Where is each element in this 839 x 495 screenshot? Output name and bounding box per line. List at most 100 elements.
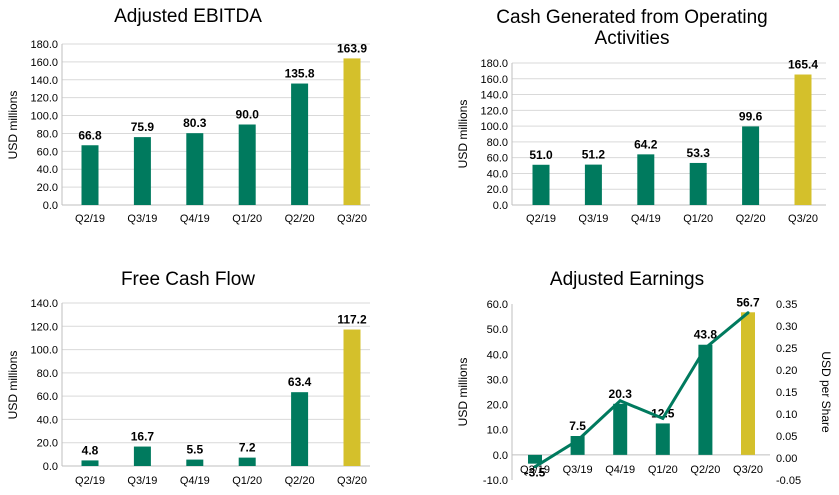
bar-Q3-19: [133, 137, 151, 205]
data-label: 53.3: [687, 146, 711, 160]
y-tick-label: 40.0: [487, 168, 508, 180]
y-tick-label: 100.0: [30, 111, 58, 123]
data-label: 99.6: [739, 109, 763, 123]
y-tick-label: 120.0: [30, 93, 58, 105]
bar-Q4-19: [186, 459, 204, 466]
eps-point: [661, 416, 665, 420]
bar-Q1-20: [655, 423, 670, 455]
bar-Q2-20: [742, 126, 760, 205]
data-label: 56.7: [736, 295, 760, 309]
bar-Q2-19: [532, 164, 550, 205]
bar-Q2-20: [291, 392, 309, 466]
y-tick-label: 140.0: [480, 90, 508, 102]
y-tick-label: 60.0: [37, 391, 58, 403]
data-label: 51.0: [529, 148, 553, 162]
data-label: 90.0: [236, 108, 260, 122]
x-tick-label: Q2/20: [285, 475, 315, 487]
y-tick-label: 40.0: [37, 164, 58, 176]
bar-Q3-20: [741, 312, 755, 455]
eps-line-series: [534, 311, 749, 469]
x-tick-label: Q2/20: [285, 213, 315, 225]
data-label: 135.8: [285, 67, 315, 81]
data-label: 51.2: [582, 148, 606, 162]
y-tick-label: 40.0: [37, 414, 58, 426]
data-label: 63.4: [288, 375, 312, 389]
x-tick-label: Q4/19: [605, 464, 635, 476]
x-tick-label: Q4/19: [180, 213, 210, 225]
y-axis-label: USD millions: [6, 351, 20, 420]
y-tick-label: 20.0: [487, 400, 508, 412]
y-tick-label: 0.0: [493, 450, 508, 462]
x-tick-label: Q1/20: [683, 213, 713, 225]
y-tick-label: 80.0: [487, 137, 508, 149]
data-label: 43.8: [694, 328, 718, 342]
y-tick-label: 50.0: [487, 324, 508, 336]
y2-tick-label: 0.25: [776, 343, 797, 355]
y-tick-label: 80.0: [37, 128, 58, 140]
data-label: 7.2: [239, 441, 256, 455]
y2-tick-label: 0.05: [776, 431, 797, 443]
eps-point: [618, 399, 622, 403]
y-tick-label: 180.0: [480, 58, 508, 70]
y2-tick-label: 0.15: [776, 387, 797, 399]
data-label: 117.2: [337, 313, 367, 327]
bar-Q3-20: [343, 58, 361, 205]
x-tick-label: Q2/20: [690, 464, 720, 476]
chart-title: Adjusted EBITDA: [114, 6, 262, 27]
y2-tick-label: 0.10: [776, 409, 797, 421]
y2-tick-label: 0.35: [776, 299, 797, 311]
eps-point: [533, 465, 537, 469]
x-tick-label: Q3/20: [733, 464, 763, 476]
y-tick-label: 0.0: [493, 200, 508, 212]
y-tick-label: 20.0: [37, 438, 58, 450]
x-tick-label: Q4/19: [180, 475, 210, 487]
data-label: 66.8: [78, 128, 102, 142]
x-tick-label: Q3/19: [578, 213, 608, 225]
chart-3: Free Cash Flow 0.0 20.0 40.0 60.0 80.0 100.0 12…: [6, 269, 370, 487]
y-axis-label: USD millions: [6, 91, 20, 160]
y-tick-label: 140.0: [30, 75, 58, 87]
bar-Q1-20: [238, 457, 256, 466]
y-tick-label: 60.0: [37, 146, 58, 158]
data-label: 20.3: [609, 387, 633, 401]
bar-Q2-19: [81, 145, 99, 205]
y-tick-label: 120.0: [30, 321, 58, 333]
bar-Q1-20: [238, 124, 256, 205]
chart-title-line: Activities: [595, 28, 670, 49]
chart-1: Adjusted EBITDA 0.0 20.0 40.0 60.0 80.0 100.0 1…: [6, 6, 370, 225]
x-tick-label: Q2/19: [520, 464, 550, 476]
eps-point: [703, 346, 707, 350]
chart-title: Adjusted Earnings: [550, 269, 704, 290]
y-tick-label: 160.0: [30, 57, 58, 69]
x-tick-label: Q2/20: [736, 213, 766, 225]
bar-Q2-20: [291, 83, 309, 205]
y-tick-label: 100.0: [480, 121, 508, 133]
bar-Q4-19: [613, 403, 628, 455]
data-label: 16.7: [131, 430, 155, 444]
y-tick-label: 100.0: [30, 345, 58, 357]
y-tick-label: 40.0: [487, 349, 508, 361]
y-axis-label: USD millions: [456, 358, 470, 427]
x-tick-label: Q2/19: [75, 475, 105, 487]
bar-Q3-19: [584, 164, 602, 205]
y-tick-label: 20.0: [487, 184, 508, 196]
bar-Q3-19: [133, 446, 151, 466]
x-tick-label: Q2/19: [75, 213, 105, 225]
data-label: 75.9: [131, 120, 155, 134]
x-tick-label: Q1/20: [648, 464, 678, 476]
y2-tick-label: 0.00: [776, 453, 797, 465]
x-tick-label: Q1/20: [232, 213, 262, 225]
data-label: 80.3: [183, 116, 207, 130]
y2-tick-label: 0.20: [776, 365, 797, 377]
y-tick-label: 0.0: [43, 200, 58, 212]
bar-Q2-19: [528, 454, 542, 464]
y-tick-label: 140.0: [30, 298, 58, 310]
y-tick-label: 60.0: [487, 153, 508, 165]
y2-tick-label: -0.05: [776, 475, 801, 487]
y-tick-label: 10.0: [487, 425, 508, 437]
chart-title-line: Cash Generated from Operating: [496, 7, 767, 28]
bar-Q4-19: [186, 133, 204, 205]
eps-point: [746, 311, 750, 315]
bar-Q3-19: [570, 436, 585, 455]
x-tick-label: Q3/20: [788, 213, 818, 225]
